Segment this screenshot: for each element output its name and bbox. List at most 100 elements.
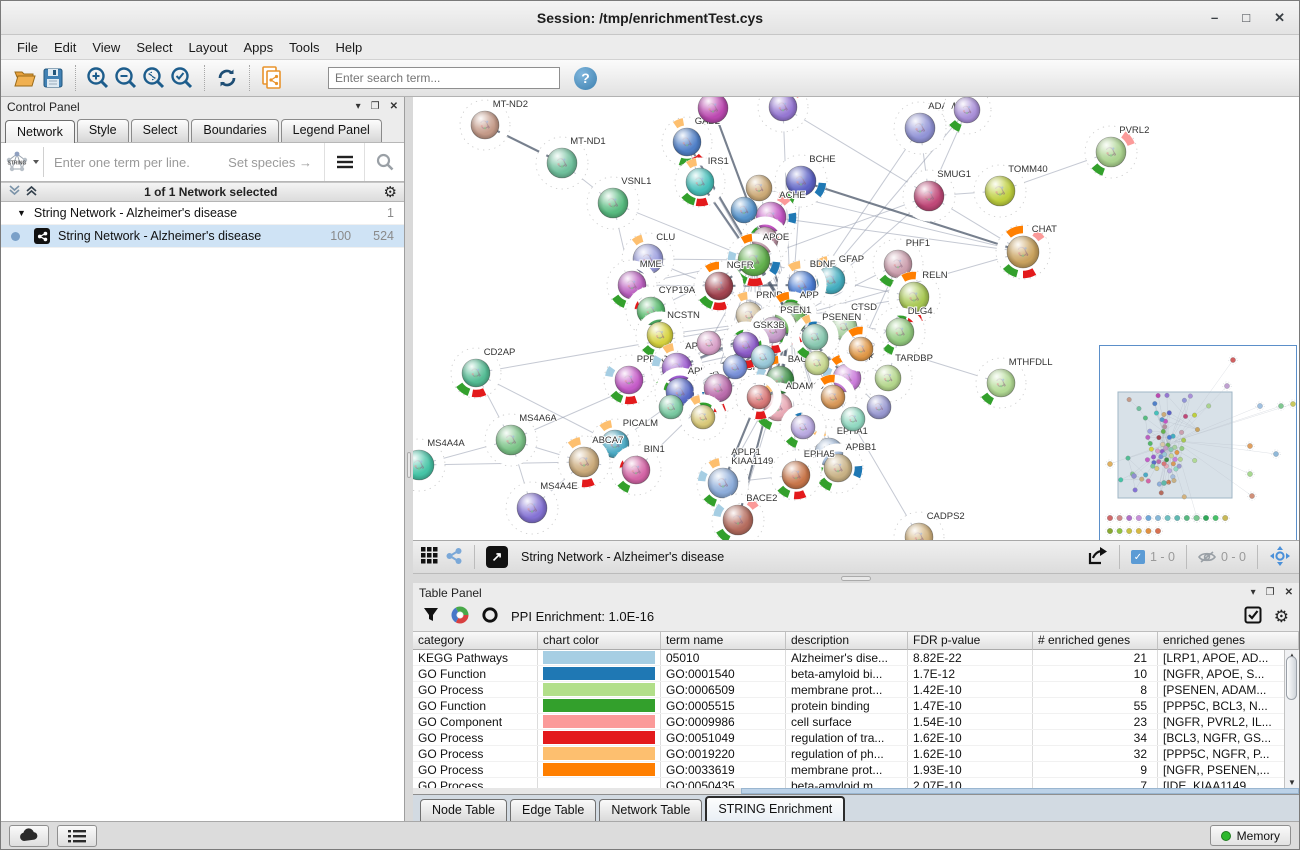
network-node[interactable]: BIN1 — [610, 443, 666, 496]
network-node[interactable]: PHF1 — [872, 237, 931, 290]
network-tree-row[interactable]: String Network - Alzheimer's disease 100 5… — [1, 225, 404, 248]
table-row[interactable]: GO Component GO:0009986 cell surface 1.54E-… — [413, 714, 1299, 731]
pie-chart-icon[interactable] — [451, 606, 469, 627]
network-node[interactable]: MTHFDLL — [975, 356, 1054, 409]
network-node[interactable]: PICALM — [589, 417, 659, 470]
panel-float-icon[interactable]: ❐ — [1265, 587, 1275, 599]
network-tree-row[interactable]: ▼ String Network - Alzheimer's disease 1 — [1, 202, 404, 225]
help-icon[interactable]: ? — [574, 66, 597, 90]
share-network-icon[interactable] — [445, 547, 463, 568]
horizontal-splitter[interactable] — [413, 574, 1299, 584]
network-node[interactable]: TOMM40 — [973, 163, 1049, 218]
network-node[interactable] — [757, 97, 809, 133]
table-row[interactable]: GO Process GO:0050435 beta-amyloid m... 2.0… — [413, 778, 1299, 789]
save-session-icon[interactable] — [39, 64, 67, 92]
zoom-selected-icon[interactable] — [168, 64, 196, 92]
network-node[interactable] — [837, 325, 885, 373]
network-node[interactable]: PSENEN — [790, 311, 862, 362]
network-node[interactable] — [697, 97, 729, 124]
menu-tools[interactable]: Tools — [289, 39, 320, 55]
network-node[interactable] — [840, 406, 866, 432]
network-node[interactable]: CD2AP — [450, 346, 516, 399]
network-node[interactable] — [730, 196, 758, 224]
open-in-string-icon[interactable]: ↗ — [486, 546, 508, 569]
network-node[interactable] — [722, 354, 748, 380]
zoom-in-icon[interactable] — [84, 64, 112, 92]
zoom-out-icon[interactable] — [112, 64, 140, 92]
table-horizontal-scrollbar[interactable] — [413, 788, 1299, 795]
collapse-triangle-icon[interactable]: ▼ — [17, 208, 26, 218]
table-row[interactable]: GO Process GO:0019220 regulation of ph... 1… — [413, 746, 1299, 763]
task-list-icon[interactable] — [57, 824, 97, 847]
network-node[interactable]: MS4A4E — [505, 480, 579, 535]
network-node[interactable]: IRS1 — [674, 155, 730, 208]
minimize-button[interactable]: – — [1211, 10, 1219, 25]
network-node[interactable]: PVRL2 — [1084, 124, 1150, 179]
table-row[interactable]: GO Process GO:0051049 regulation of tra...… — [413, 730, 1299, 747]
table-row[interactable]: GO Process GO:0006509 membrane prot... 1.42… — [413, 682, 1299, 699]
network-node[interactable]: DLG4 — [874, 305, 934, 358]
tab-node-table[interactable]: Node Table — [420, 799, 508, 821]
table-row[interactable]: GO Process GO:0033619 membrane prot... 1.93… — [413, 762, 1299, 779]
network-node[interactable] — [750, 344, 776, 370]
network-node[interactable] — [658, 394, 684, 420]
network-node[interactable]: ABCA7 — [557, 434, 624, 489]
network-node[interactable]: CLU — [621, 231, 676, 286]
column-header-FDR-p-value[interactable]: FDR p-value — [908, 632, 1033, 651]
network-node[interactable]: EPHA5 — [770, 448, 836, 501]
network-node[interactable]: BACE2 — [711, 492, 778, 542]
collapse-all-icon[interactable] — [8, 184, 21, 200]
table-row[interactable]: GO Function GO:0005515 protein binding 1.47… — [413, 698, 1299, 715]
grid-mode-icon[interactable] — [421, 547, 438, 567]
column-header-category[interactable]: category — [413, 632, 538, 651]
menu-select[interactable]: Select — [136, 39, 173, 55]
select-terms-icon[interactable] — [1244, 606, 1262, 627]
panel-menu-icon[interactable]: ▾ — [355, 101, 361, 112]
network-node[interactable]: NGFR — [693, 259, 755, 312]
panel-close-icon[interactable]: ✕ — [1284, 587, 1293, 599]
network-node[interactable] — [745, 174, 773, 202]
tab-network-table[interactable]: Network Table — [599, 799, 703, 821]
network-node[interactable] — [779, 403, 827, 451]
network-node[interactable]: APBB1 — [812, 441, 877, 494]
close-button[interactable]: ✕ — [1274, 9, 1285, 25]
network-canvas[interactable]: MT-ND2MT-ND1VSNL1GAB2ADAMTS2PVRL2TOMM40S… — [413, 97, 1300, 542]
column-header--enriched-genes[interactable]: # enriched genes — [1033, 632, 1158, 651]
birds-eye-view[interactable] — [1099, 345, 1298, 542]
filter-icon[interactable] — [423, 607, 439, 626]
network-node[interactable] — [804, 350, 830, 376]
menu-file[interactable]: File — [17, 39, 38, 55]
panel-menu-icon[interactable]: ▾ — [1250, 587, 1256, 599]
network-node[interactable]: TARDBP — [863, 352, 934, 403]
refresh-network-icon[interactable] — [213, 64, 241, 92]
menu-layout[interactable]: Layout — [188, 39, 228, 55]
network-node[interactable] — [866, 394, 892, 420]
network-node[interactable]: APOE — [726, 231, 790, 288]
export-network-icon[interactable] — [1086, 545, 1108, 570]
network-view[interactable]: MT-ND2MT-ND1VSNL1GAB2ADAMTS2PVRL2TOMM40S… — [413, 97, 1300, 575]
table-row[interactable]: GO Function GO:0001540 beta-amyloid bi... 1… — [413, 666, 1299, 683]
memory-button[interactable]: Memory — [1209, 825, 1291, 846]
table-row[interactable]: KEGG Pathways 05010 Alzheimer's dise... 8.8… — [413, 650, 1299, 667]
ring-chart-icon[interactable] — [481, 606, 499, 627]
maximize-button[interactable]: □ — [1242, 10, 1251, 25]
network-node[interactable]: MS4A6A — [484, 412, 558, 467]
open-session-icon[interactable] — [11, 64, 39, 92]
vertical-splitter[interactable] — [405, 97, 413, 821]
tab-style[interactable]: Style — [76, 119, 129, 142]
search-input[interactable] — [328, 67, 560, 89]
network-options-gear-icon[interactable]: ⚙ — [383, 183, 397, 201]
panel-float-icon[interactable]: ❐ — [370, 101, 380, 112]
menu-help[interactable]: Help — [335, 39, 363, 55]
navigator-icon[interactable] — [1269, 545, 1291, 570]
network-node[interactable] — [735, 373, 783, 421]
column-header-chart-color[interactable]: chart color — [538, 632, 661, 651]
network-node[interactable]: CHAT — [995, 223, 1058, 280]
menu-apps[interactable]: Apps — [243, 39, 274, 55]
network-node[interactable]: CADPS2 — [893, 510, 966, 542]
string-logo-icon[interactable]: STRING — [1, 149, 43, 175]
cloud-icon[interactable] — [9, 824, 49, 847]
string-menu-icon[interactable] — [324, 143, 364, 181]
network-node[interactable] — [809, 373, 857, 421]
